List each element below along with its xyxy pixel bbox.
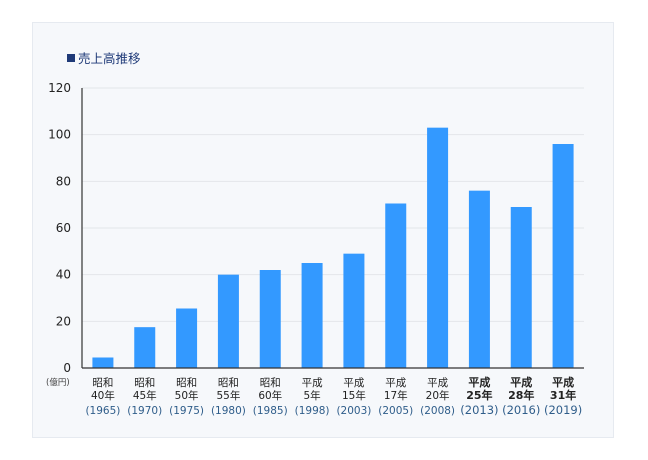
x-axis-labels: 昭和40年(1965)昭和45年(1970)昭和50年(1975)昭和55年(1…: [85, 375, 582, 417]
y-tick-label: 120: [48, 81, 71, 95]
x-tick-label-year: 20年: [426, 389, 450, 402]
x-tick-label-western-year: (1970): [127, 405, 162, 417]
gridlines: [82, 87, 584, 322]
x-tick-label-era: 昭和: [218, 377, 239, 389]
x-tick-label-western-year: (1998): [295, 405, 330, 417]
chart-title: 売上高推移: [67, 52, 141, 66]
y-tick-label: 0: [63, 361, 71, 375]
chart-title-text: 売上高推移: [78, 51, 141, 66]
x-tick-label-western-year: (2005): [378, 405, 413, 417]
axes: [81, 88, 584, 369]
title-marker-icon: [67, 54, 75, 62]
x-tick-label-year: 31年: [550, 388, 576, 402]
x-tick-label-era: 平成: [385, 377, 406, 389]
x-tick-label-western-year: (2008): [420, 405, 455, 417]
x-tick-label-year: 15年: [342, 389, 366, 402]
x-tick-label-era: 平成: [552, 375, 574, 389]
bar: [92, 357, 114, 368]
x-tick-label-western-year: (2003): [336, 405, 371, 417]
bar: [259, 270, 281, 368]
bar: [552, 144, 574, 368]
x-tick-label-year: 25年: [466, 388, 492, 402]
x-tick-label-year: 45年: [133, 389, 157, 402]
x-tick-label-year: 60年: [258, 389, 282, 402]
x-tick-label-western-year: (1965): [85, 405, 120, 417]
y-tick-label: 60: [56, 221, 71, 235]
x-tick-label-era: 昭和: [134, 377, 155, 389]
x-tick-label-era: 平成: [427, 377, 448, 389]
x-tick-label-western-year: (2019): [544, 403, 582, 417]
bar: [217, 274, 239, 368]
bar: [301, 263, 323, 368]
bar: [134, 327, 156, 368]
x-tick-label-western-year: (2013): [460, 403, 498, 417]
bars: [92, 127, 574, 369]
y-tick-label: 40: [56, 268, 71, 282]
x-tick-label-western-year: (1980): [211, 405, 246, 417]
y-axis-ticks: 0 20 40 60 80 100 120: [48, 81, 71, 375]
bar: [468, 190, 490, 368]
x-tick-label-era: 平成: [468, 375, 490, 389]
x-tick-label-year: 55年: [216, 389, 240, 402]
y-tick-label: 20: [56, 314, 71, 328]
y-tick-label: 100: [48, 128, 71, 142]
x-tick-label-era: 平成: [510, 375, 532, 389]
x-tick-label-era: 平成: [302, 377, 323, 389]
x-tick-label-year: 40年: [91, 389, 115, 402]
x-tick-label-western-year: (1985): [253, 405, 288, 417]
y-axis-unit: (億円): [46, 377, 70, 388]
bar: [176, 308, 198, 368]
x-tick-label-western-year: (1975): [169, 405, 204, 417]
x-tick-label-era: 昭和: [260, 377, 281, 389]
x-tick-label-year: 28年: [508, 388, 534, 402]
y-tick-label: 80: [56, 174, 71, 188]
bar: [510, 207, 532, 368]
bar: [343, 253, 365, 368]
x-tick-label-year: 5年: [303, 389, 320, 402]
x-tick-label-era: 昭和: [92, 377, 113, 389]
bar: [385, 203, 407, 368]
x-tick-label-year: 17年: [384, 389, 408, 402]
x-tick-label-era: 平成: [343, 377, 364, 389]
x-tick-label-year: 50年: [175, 389, 199, 402]
x-tick-label-western-year: (2016): [502, 403, 540, 417]
x-tick-label-era: 昭和: [176, 377, 197, 389]
bar: [427, 127, 449, 369]
